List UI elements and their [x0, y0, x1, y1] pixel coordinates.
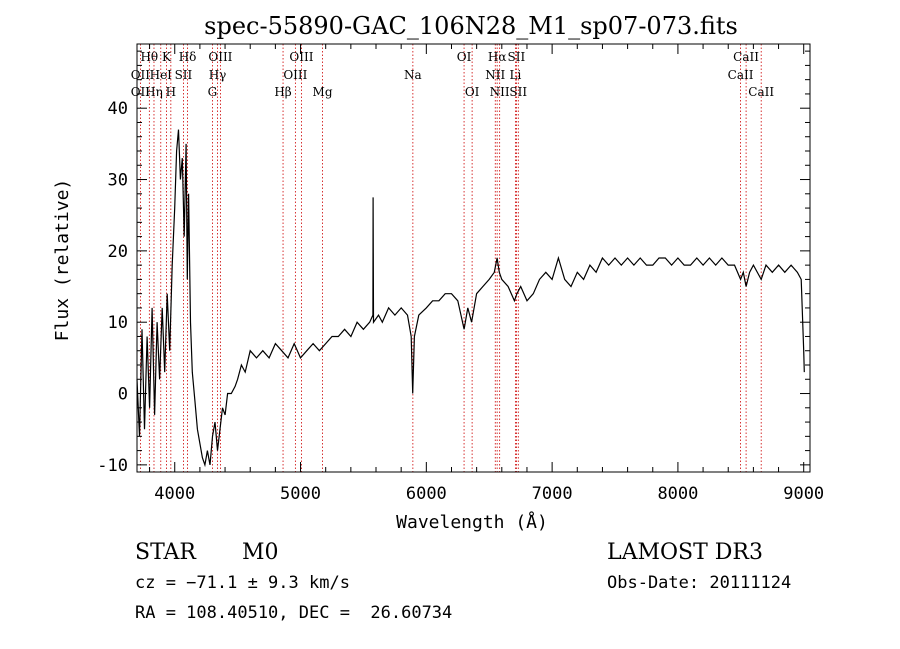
marker-label-NII: NII	[485, 68, 505, 82]
coordinates: RA = 108.40510, DEC = 26.60734	[135, 603, 453, 623]
marker-label-Hδ: Hδ	[179, 50, 197, 64]
marker-label-Hβ: Hβ	[274, 85, 291, 99]
obs-date: Obs-Date: 20111124	[607, 573, 792, 593]
survey-name: LAMOST DR3	[607, 540, 763, 565]
marker-label-NII: NII	[490, 85, 510, 99]
marker-label-HeI: HeI	[150, 68, 173, 82]
y-tick-label: -10	[97, 456, 128, 476]
marker-label-Hη: Hη	[145, 85, 163, 99]
marker-label-SII: SII	[509, 85, 527, 99]
marker-label-OII: OII	[131, 85, 151, 99]
marker-label-OIII: OIII	[208, 50, 232, 64]
marker-label-Na: Na	[404, 68, 422, 82]
spectrum-line	[136, 129, 805, 468]
marker-label-H: H	[166, 85, 176, 99]
x-tick-label: 7000	[532, 484, 573, 504]
plot-frame	[136, 43, 811, 473]
marker-label-CaII: CaII	[728, 68, 754, 82]
x-tick-label: 6000	[406, 484, 447, 504]
x-tick-label: 8000	[657, 484, 698, 504]
x-axis-label: Wavelength (Å)	[396, 511, 548, 533]
marker-label-CaII: CaII	[733, 50, 759, 64]
marker-label-Hα: Hα	[488, 50, 507, 64]
object-class: STAR	[135, 540, 196, 565]
y-tick-label: 10	[108, 313, 128, 333]
y-tick-label: 20	[108, 242, 128, 262]
marker-label-SII: SII	[175, 68, 193, 82]
x-tick-label: 4000	[154, 484, 195, 504]
marker-label-Mg: Mg	[313, 85, 333, 99]
y-axis-label: Flux (relative)	[52, 179, 73, 342]
marker-label-OIII: OIII	[283, 68, 307, 82]
chart-title: spec-55890-GAC_106N28_M1_sp07-073.fits	[204, 12, 738, 40]
marker-label-K: K	[162, 50, 172, 64]
marker-label-SII: SII	[508, 50, 526, 64]
marker-label-OI: OI	[465, 85, 480, 99]
marker-label-OI: OI	[457, 50, 472, 64]
marker-label-Hγ: Hγ	[209, 68, 227, 82]
marker-label-CaII: CaII	[748, 85, 774, 99]
marker-label-OII: OII	[131, 68, 151, 82]
object-subclass: M0	[242, 540, 279, 565]
y-tick-label: 40	[108, 99, 128, 119]
y-tick-label: 30	[108, 171, 128, 191]
x-tick-label: 5000	[280, 484, 321, 504]
marker-label-G: G	[208, 85, 218, 99]
marker-label-Hθ: Hθ	[140, 50, 158, 64]
redshift-readout: cz = −71.1 ± 9.3 km/s	[135, 573, 350, 593]
x-axis-ticks: 4000 5000 6000 7000 8000 9000	[149, 44, 824, 504]
y-tick-label: 0	[118, 385, 128, 405]
spectral-line-markers	[139, 44, 762, 472]
y-axis-ticks: -10 0 10 20 30 40	[97, 50, 810, 476]
marker-label-Li: Li	[509, 68, 521, 82]
marker-label-OIII: OIII	[289, 50, 313, 64]
x-tick-label: 9000	[783, 484, 824, 504]
